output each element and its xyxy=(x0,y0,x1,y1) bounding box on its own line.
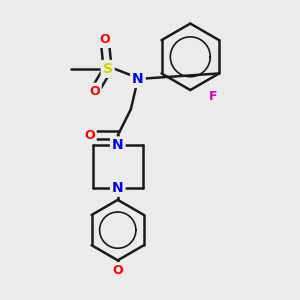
Text: N: N xyxy=(132,72,144,86)
Text: O: O xyxy=(112,264,123,277)
Text: F: F xyxy=(209,90,217,103)
Text: O: O xyxy=(99,33,110,46)
Text: N: N xyxy=(112,181,124,195)
Text: S: S xyxy=(103,62,113,76)
Text: N: N xyxy=(112,139,124,152)
Text: O: O xyxy=(89,85,100,98)
Text: O: O xyxy=(84,129,95,142)
